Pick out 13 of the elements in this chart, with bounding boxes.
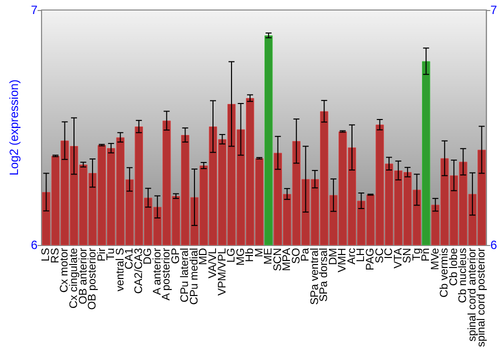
x-tick-label: OB anterior — [77, 248, 90, 304]
y2-tick-label: 6 — [490, 238, 498, 252]
x-tick-label: RS — [49, 248, 62, 264]
x-tick-label: IC — [383, 248, 396, 259]
y-axis-title: Log2 (expression) — [7, 79, 21, 176]
x-tick-label: SO — [290, 248, 302, 264]
y2-tick-label: 7 — [490, 3, 498, 17]
x-tick-label: spinal cord posterior — [476, 248, 488, 348]
x-tick-label: CPu medial — [188, 248, 200, 305]
x-tick-label: VA/VL — [206, 248, 219, 278]
x-tick-label: Cb lobe — [448, 248, 460, 286]
x-tick-label: Pa — [300, 247, 312, 262]
x-tick-label: SCN — [272, 248, 284, 272]
